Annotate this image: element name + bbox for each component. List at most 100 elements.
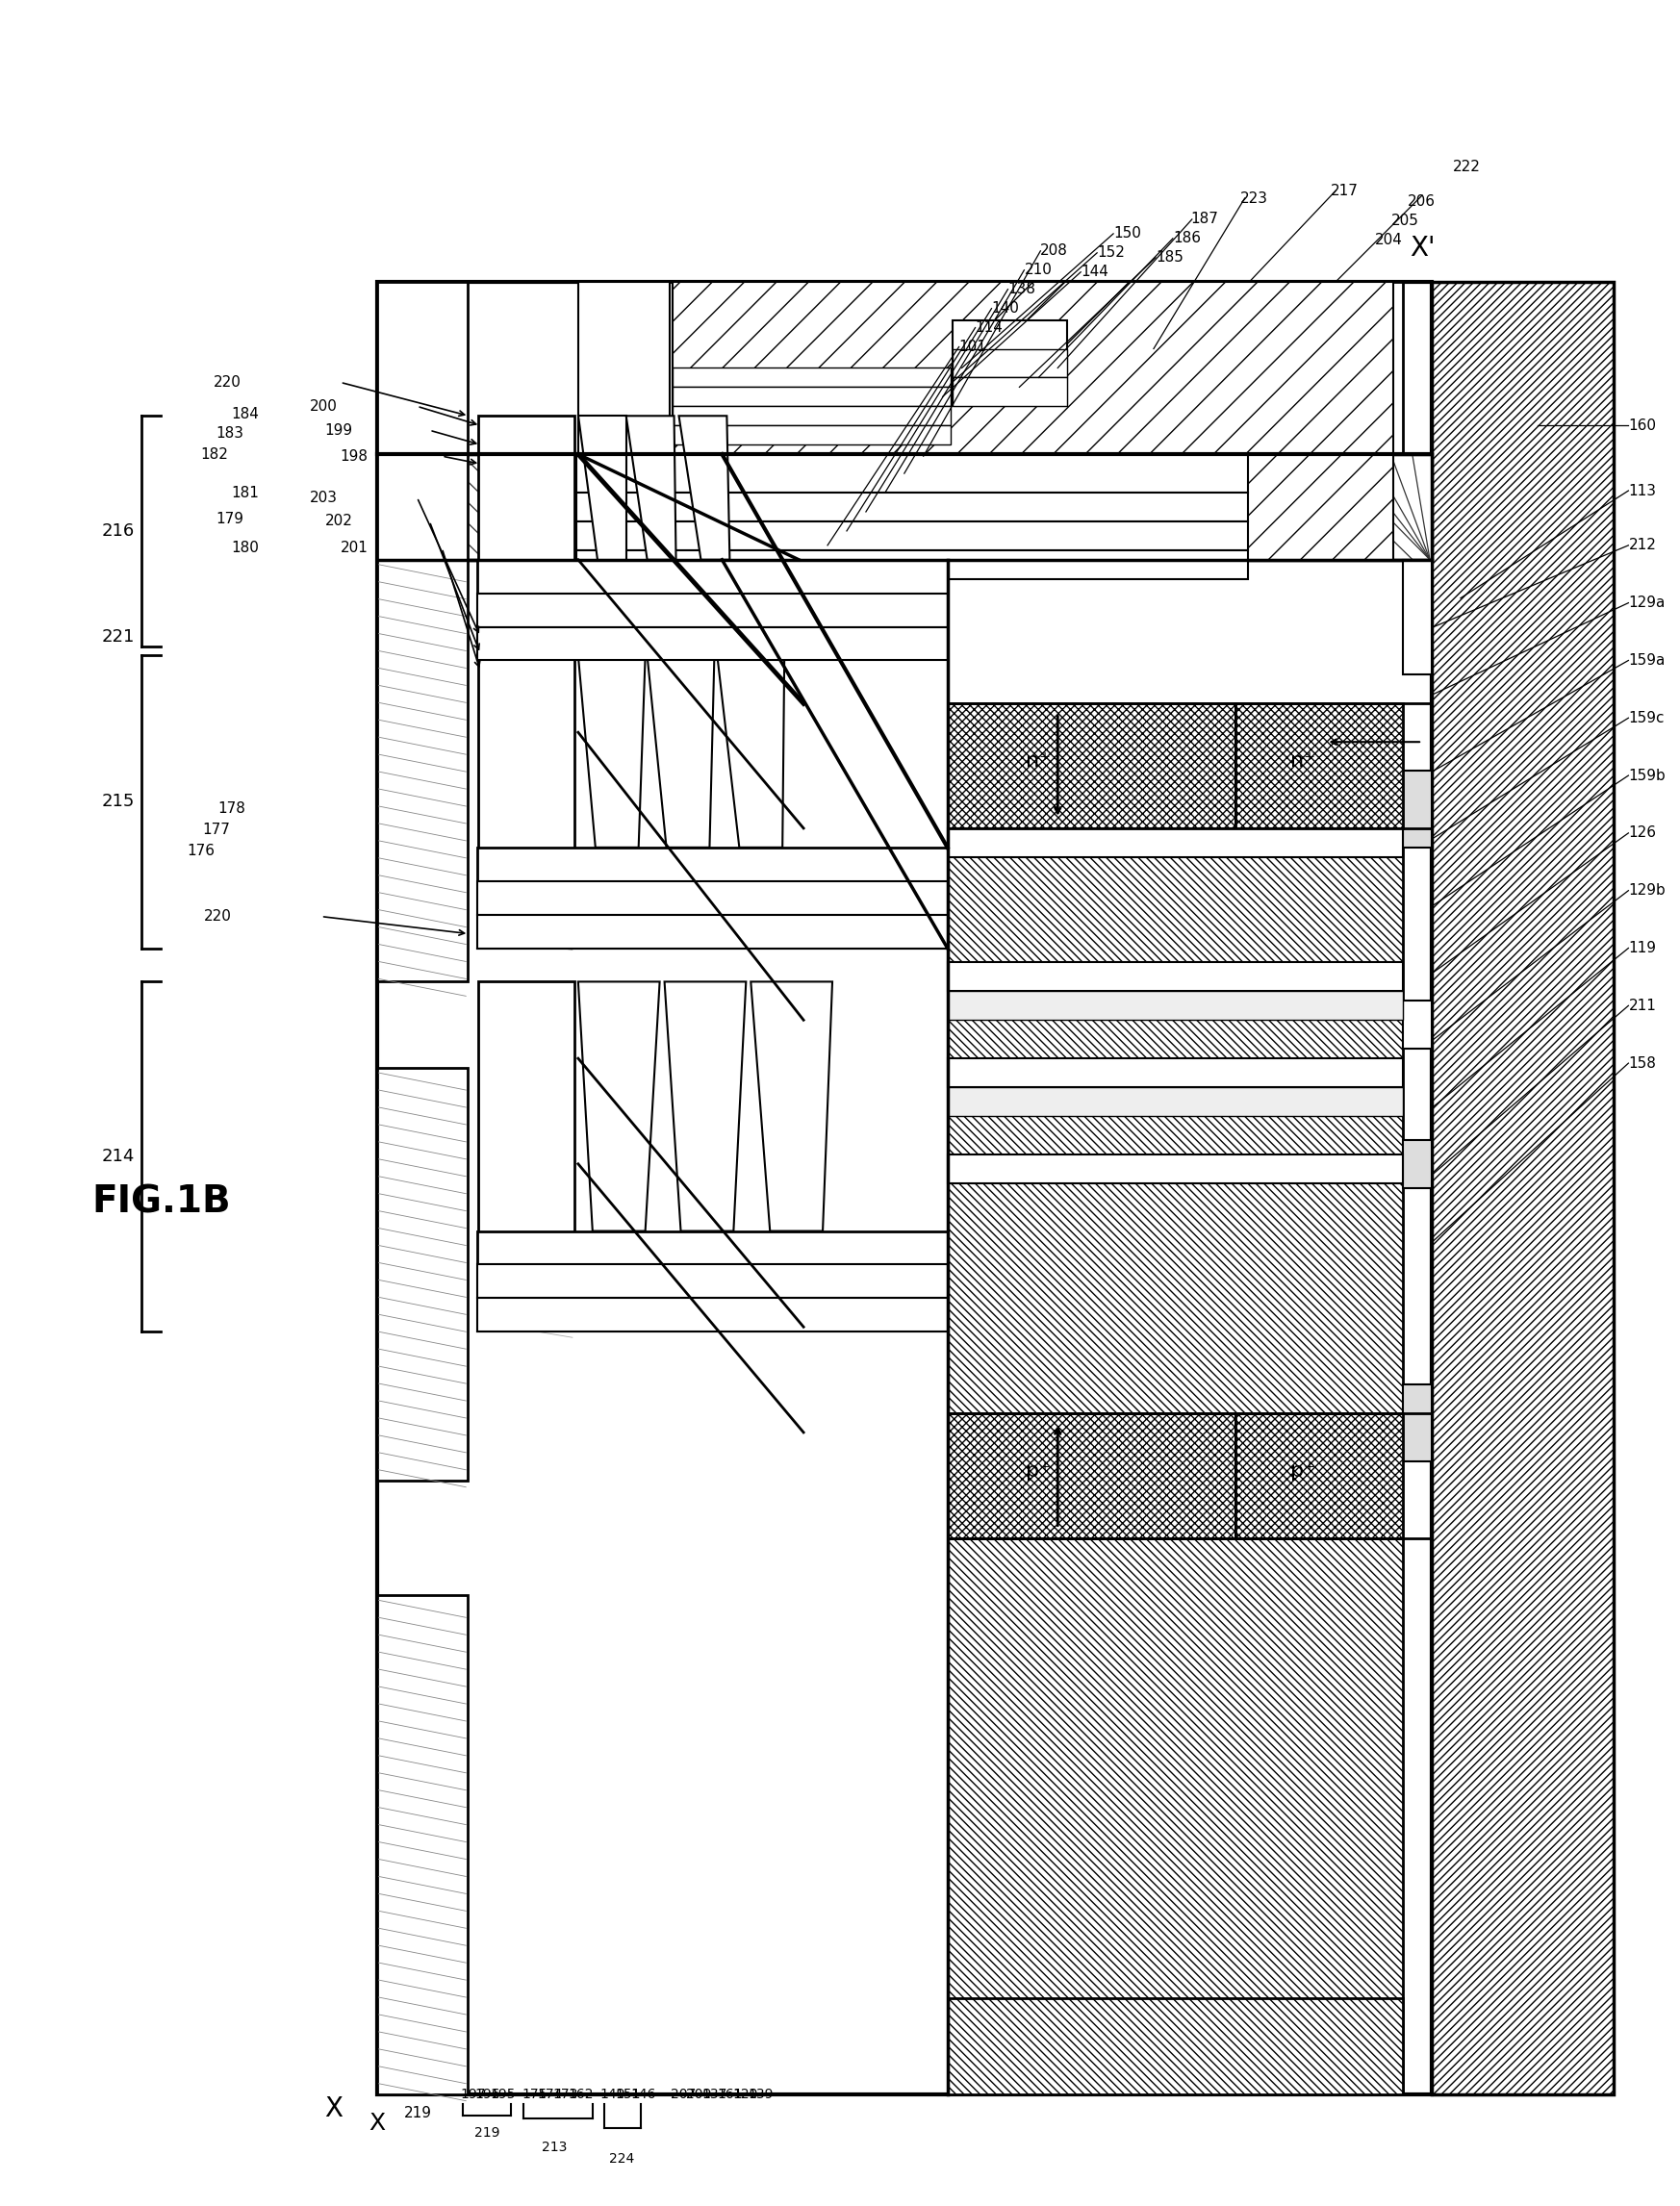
Text: 129a: 129a — [1628, 596, 1665, 611]
Bar — [948, 1538, 1403, 2093]
Text: 178: 178 — [217, 801, 245, 816]
Text: X': X' — [1410, 234, 1435, 263]
Text: 181: 181 — [230, 485, 259, 501]
Text: 152: 152 — [1097, 245, 1126, 260]
Bar — [1235, 1414, 1403, 1538]
Polygon shape — [578, 982, 660, 1231]
Text: 120: 120 — [732, 2087, 758, 2100]
Bar — [1235, 704, 1403, 827]
Text: 146: 146 — [630, 2087, 657, 2100]
Text: 220: 220 — [213, 375, 242, 390]
Bar — [376, 282, 1431, 2093]
Bar — [948, 1059, 1403, 1088]
Text: 114: 114 — [974, 320, 1003, 335]
Bar — [948, 827, 1403, 856]
Bar — [477, 1231, 948, 1264]
Bar — [953, 320, 1067, 406]
Text: p⁺: p⁺ — [1290, 1460, 1315, 1480]
Bar — [477, 847, 948, 880]
Text: 201: 201 — [341, 540, 368, 556]
Polygon shape — [665, 982, 746, 1231]
Text: 140: 140 — [991, 302, 1020, 315]
Bar — [477, 880, 948, 915]
Text: 186: 186 — [1173, 232, 1201, 245]
Text: 209: 209 — [687, 2087, 712, 2100]
Text: 182: 182 — [200, 448, 228, 461]
Text: 159c: 159c — [1628, 710, 1665, 726]
Text: 217: 217 — [1331, 183, 1359, 199]
Bar — [376, 560, 467, 982]
Text: 126: 126 — [1628, 825, 1656, 840]
Bar — [953, 349, 1067, 377]
Bar — [1431, 282, 1614, 2093]
Bar — [948, 827, 1403, 1414]
Text: 215: 215 — [101, 792, 134, 810]
Text: 208: 208 — [1040, 243, 1068, 258]
Bar — [578, 282, 669, 560]
Polygon shape — [751, 982, 832, 1231]
Text: 179: 179 — [215, 512, 244, 527]
Text: 216: 216 — [101, 523, 134, 540]
Bar — [948, 1088, 1403, 1116]
Text: 211: 211 — [1628, 999, 1656, 1013]
Text: 204: 204 — [1376, 234, 1403, 247]
Text: 210: 210 — [1025, 263, 1052, 278]
Text: 113: 113 — [1628, 483, 1656, 499]
Text: 207: 207 — [670, 2087, 696, 2100]
Text: 196: 196 — [475, 2087, 501, 2100]
Text: 161: 161 — [717, 2087, 743, 2100]
Text: 139: 139 — [748, 2087, 773, 2100]
Text: 202: 202 — [324, 514, 353, 529]
Bar — [578, 282, 1403, 560]
Bar — [672, 368, 951, 386]
Bar — [672, 406, 951, 426]
Text: 138: 138 — [1008, 282, 1037, 296]
Bar — [477, 593, 948, 627]
Text: 150: 150 — [1114, 227, 1141, 240]
Bar — [479, 417, 575, 646]
Text: 200: 200 — [309, 399, 338, 413]
Text: 222: 222 — [1453, 159, 1480, 174]
Text: 183: 183 — [215, 426, 244, 441]
Bar — [948, 1154, 1403, 1182]
Bar — [477, 560, 948, 593]
Text: 159a: 159a — [1628, 653, 1665, 668]
Text: 220: 220 — [203, 909, 232, 924]
Bar — [477, 627, 948, 660]
Polygon shape — [647, 655, 714, 847]
Text: 185: 185 — [1156, 251, 1183, 265]
Bar — [576, 454, 1248, 492]
Text: 149: 149 — [600, 2087, 625, 2100]
Text: 219: 219 — [403, 2107, 432, 2120]
Bar — [1403, 770, 1431, 847]
Bar — [376, 454, 1431, 560]
Text: 151: 151 — [615, 2087, 640, 2100]
Text: 144: 144 — [1080, 265, 1109, 280]
Text: n⁺: n⁺ — [1026, 752, 1052, 770]
Bar — [479, 982, 575, 1328]
Text: n⁺: n⁺ — [1290, 752, 1315, 770]
Text: 180: 180 — [230, 540, 259, 556]
Bar — [1403, 560, 1431, 675]
Text: 159b: 159b — [1628, 768, 1665, 783]
Text: 184: 184 — [230, 406, 259, 421]
Bar — [948, 990, 1403, 1019]
Bar — [576, 521, 1248, 549]
Bar — [948, 962, 1403, 990]
Text: 173: 173 — [553, 2087, 578, 2100]
Bar — [479, 655, 575, 944]
Bar — [948, 1414, 1235, 1538]
Text: X: X — [368, 2111, 385, 2135]
Text: 224: 224 — [608, 2153, 633, 2166]
Bar — [672, 386, 951, 406]
Bar — [1403, 1385, 1431, 1460]
Bar — [1403, 1002, 1431, 1048]
Text: 213: 213 — [541, 2140, 566, 2153]
Bar — [376, 1068, 467, 1480]
Text: 198: 198 — [341, 450, 368, 463]
Text: 187: 187 — [1189, 212, 1218, 227]
Bar — [948, 1999, 1403, 2093]
Bar — [948, 704, 1235, 827]
Text: p⁺: p⁺ — [1026, 1460, 1052, 1480]
Bar — [1403, 1141, 1431, 1187]
